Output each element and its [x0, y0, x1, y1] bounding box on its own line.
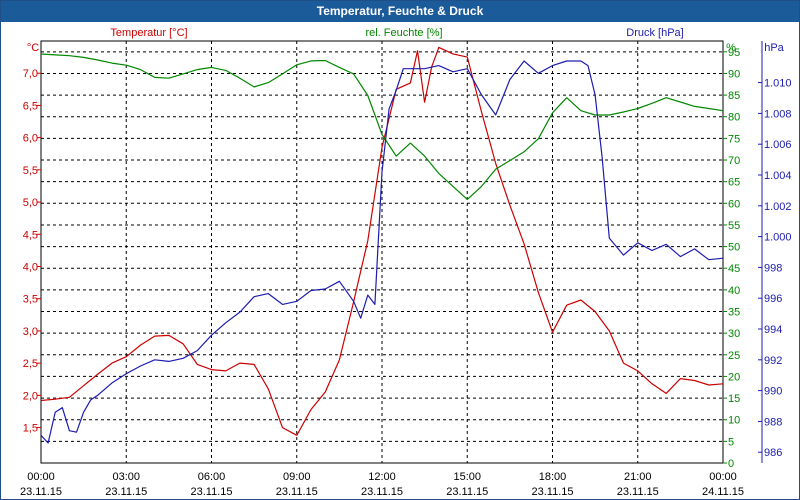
temperature-tick-label: 2,5 [23, 358, 38, 370]
x-tick-time: 21:00 [624, 471, 652, 483]
x-tick-date: 23.11.15 [617, 486, 659, 498]
humidity-tick-label: 15 [728, 393, 740, 405]
x-tick-time: 00:00 [709, 471, 737, 483]
humidity-tick-label: 25 [728, 350, 740, 362]
pressure-tick-label: 1.010 [764, 78, 792, 90]
temperature-tick-label: 2,0 [23, 390, 38, 402]
x-tick-time: 06:00 [198, 471, 226, 483]
x-tick-date: 23.11.15 [20, 486, 62, 498]
x-tick-date: 23.11.15 [361, 486, 403, 498]
humidity-tick-label: 80 [728, 112, 740, 124]
x-tick-date: 23.11.15 [276, 486, 318, 498]
pressure-tick-label: 990 [764, 386, 782, 398]
humidity-tick-label: 20 [728, 371, 740, 383]
humidity-tick-label: 30 [728, 328, 740, 340]
chart-title: Temperatur, Feuchte & Druck [1, 1, 799, 22]
temperature-tick-label: 7,0 [23, 68, 38, 80]
temperature-tick-label: 3,5 [23, 294, 38, 306]
plot-frame [40, 40, 724, 464]
pressure-tick-label: 994 [764, 324, 782, 336]
x-tick-time: 09:00 [283, 471, 311, 483]
pressure-tick-label: 992 [764, 355, 782, 367]
pressure-tick-label: 998 [764, 262, 782, 274]
temperature-axis-label: Temperatur [°C] [110, 27, 187, 39]
x-tick-time: 00:00 [27, 471, 55, 483]
x-tick-date: 23.11.15 [105, 486, 147, 498]
humidity-axis-label: rel. Feuchte [%] [365, 27, 442, 39]
pressure-tick-label: 986 [764, 447, 782, 459]
humidity-tick-label: 75 [728, 133, 740, 145]
humidity-tick-label: 65 [728, 177, 740, 189]
pressure-tick-label: 1.004 [764, 170, 792, 182]
humidity-unit: % [726, 42, 736, 54]
humidity-tick-label: 85 [728, 90, 740, 102]
humidity-series-line [40, 53, 724, 200]
temperature-tick-label: 3,0 [23, 326, 38, 338]
pressure-tick-label: 1.002 [764, 201, 792, 213]
humidity-tick-label: 45 [728, 263, 740, 275]
pressure-axis-label: Druck [hPa] [626, 27, 683, 39]
temperature-tick-label: 5,5 [23, 165, 38, 177]
pressure-tick-label: 1.008 [764, 108, 792, 120]
humidity-tick-label: 55 [728, 220, 740, 232]
temperature-tick-label: 5,0 [23, 197, 38, 209]
humidity-tick-label: 70 [728, 155, 740, 167]
x-tick-date: 23.11.15 [446, 486, 488, 498]
humidity-tick-label: 90 [728, 68, 740, 80]
temperature-tick-label: 6,5 [23, 100, 38, 112]
pressure-tick-label: 988 [764, 416, 782, 428]
pressure-tick-label: 1.006 [764, 139, 792, 151]
temperature-tick-label: 1,5 [23, 423, 38, 435]
x-tick-time: 03:00 [112, 471, 140, 483]
humidity-tick-label: 60 [728, 198, 740, 210]
humidity-tick-label: 35 [728, 307, 740, 319]
temperature-unit: °C [27, 42, 39, 54]
humidity-tick-label: 50 [728, 242, 740, 254]
pressure-tick-label: 1.000 [764, 232, 792, 244]
humidity-tick-label: 5 [728, 436, 734, 448]
humidity-tick-label: 10 [728, 415, 740, 427]
temperature-tick-label: 4,0 [23, 261, 38, 273]
x-tick-time: 18:00 [539, 471, 567, 483]
humidity-tick-label: 40 [728, 285, 740, 297]
pressure-unit: hPa [764, 42, 784, 54]
x-tick-date: 23.11.15 [190, 486, 232, 498]
pressure-tick-label: 996 [764, 293, 782, 305]
temperature-tick-label: 6,0 [23, 133, 38, 145]
x-tick-date: 24.11.15 [702, 486, 744, 498]
humidity-tick-label: 95 [728, 47, 740, 59]
x-tick-time: 12:00 [368, 471, 396, 483]
x-tick-time: 15:00 [453, 471, 481, 483]
pressure-series-line [40, 60, 724, 444]
temperature-tick-label: 4,5 [23, 229, 38, 241]
humidity-tick-label: 0 [728, 458, 734, 470]
x-tick-date: 23.11.15 [531, 486, 573, 498]
